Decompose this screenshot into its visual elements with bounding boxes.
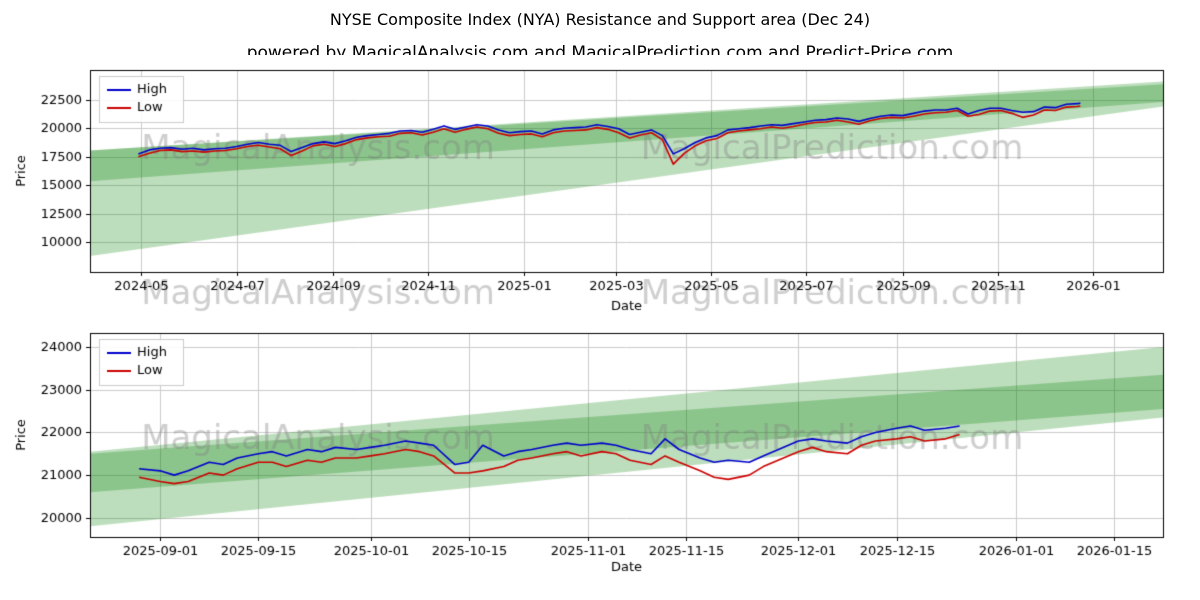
figure-title: NYSE Composite Index (NYA) Resistance an… (329, 10, 871, 29)
price-chart-top (0, 55, 1200, 320)
price-chart-bottom (0, 320, 1200, 600)
